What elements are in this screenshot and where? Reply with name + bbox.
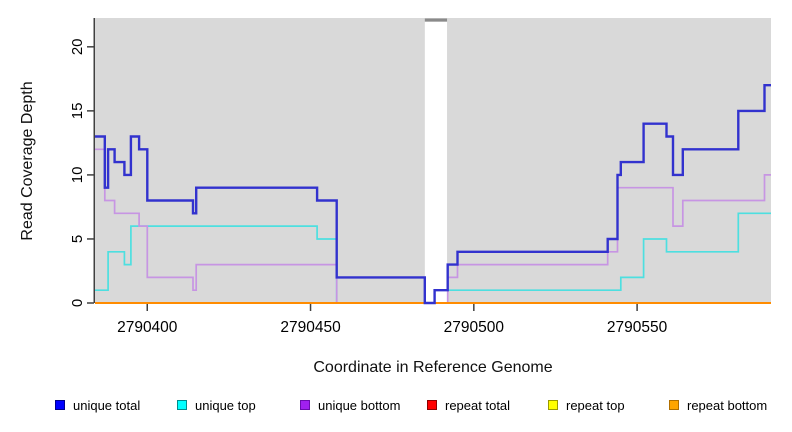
legend-swatch-repeat-bottom <box>669 400 679 410</box>
legend: unique total unique top unique bottom re… <box>0 396 792 416</box>
legend-item-repeat-top: repeat top <box>548 396 625 414</box>
legend-item-unique-bottom: unique bottom <box>300 396 400 414</box>
y-tick-label: 15 <box>69 103 86 120</box>
y-axis-title: Read Coverage Depth <box>19 81 36 241</box>
legend-swatch-unique-bottom <box>300 400 310 410</box>
legend-swatch-unique-total <box>55 400 65 410</box>
legend-swatch-unique-top <box>177 400 187 410</box>
legend-item-repeat-bottom: repeat bottom <box>669 396 767 414</box>
legend-label: repeat total <box>445 397 511 413</box>
legend-label: unique bottom <box>318 397 401 413</box>
x-tick-label: 2790400 <box>117 319 178 336</box>
y-tick-label: 0 <box>69 299 86 307</box>
series-unique-total <box>95 84 771 305</box>
y-tick-label: 10 <box>69 167 86 184</box>
legend-swatch-repeat-top <box>548 400 558 410</box>
legend-label: repeat top <box>566 397 625 413</box>
legend-label: unique total <box>73 397 141 413</box>
legend-item-unique-top: unique top <box>177 396 256 414</box>
y-tick-label: 20 <box>69 38 86 55</box>
legend-label: unique top <box>195 397 256 413</box>
legend-swatch-repeat-total <box>427 400 437 410</box>
x-tick-label: 2790550 <box>607 319 668 336</box>
x-axis-title: Coordinate in Reference Genome <box>313 359 553 376</box>
y-tick-label: 5 <box>69 235 86 243</box>
x-tick-label: 2790500 <box>444 319 505 336</box>
x-tick-label: 2790450 <box>280 319 341 336</box>
legend-item-unique-total: unique total <box>55 396 140 414</box>
gap-band-cap <box>424 18 448 22</box>
legend-item-repeat-total: repeat total <box>427 396 510 414</box>
legend-label: repeat bottom <box>687 397 768 413</box>
gap-band <box>424 22 448 303</box>
